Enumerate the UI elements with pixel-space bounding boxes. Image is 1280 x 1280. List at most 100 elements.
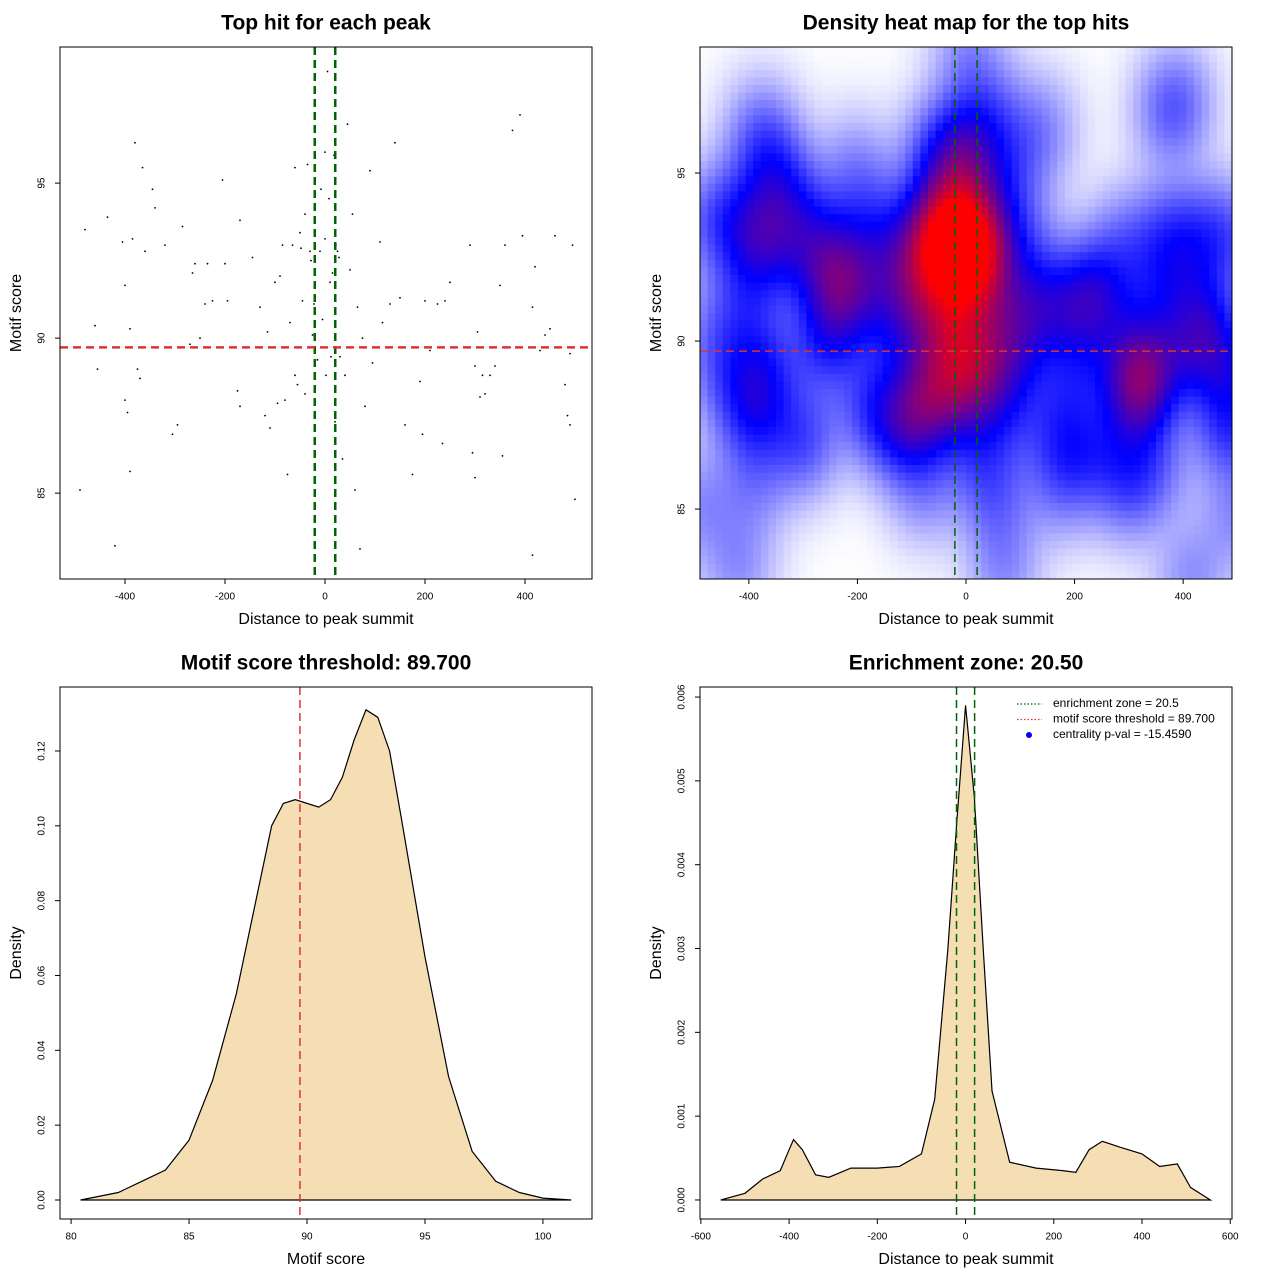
density-cell <box>829 548 838 557</box>
density-cell <box>867 419 876 428</box>
density-cell <box>867 176 876 185</box>
density-cell <box>973 237 982 246</box>
density-cell <box>1118 457 1127 466</box>
density-cell <box>1140 556 1149 565</box>
density-cell <box>1140 320 1149 329</box>
density-cell <box>1095 457 1104 466</box>
density-cell <box>821 434 830 443</box>
density-cell <box>950 533 959 542</box>
density-cell <box>821 548 830 557</box>
density-cell <box>1026 297 1035 306</box>
density-cell <box>958 449 967 458</box>
density-cell <box>897 115 906 124</box>
density-cell <box>912 237 921 246</box>
density-cell <box>1118 62 1127 71</box>
density-cell <box>1064 541 1073 550</box>
density-cell <box>715 206 724 215</box>
density-cell <box>1125 199 1134 208</box>
density-cell <box>1140 69 1149 78</box>
density-cell <box>791 191 800 200</box>
density-cell <box>1004 77 1013 86</box>
density-cell <box>722 396 731 405</box>
density-cell <box>859 100 868 109</box>
density-cell <box>996 244 1005 253</box>
density-cell <box>1064 381 1073 390</box>
density-cell <box>1156 465 1165 474</box>
density-cell <box>1110 244 1119 253</box>
density-cell <box>935 563 944 572</box>
density-cell <box>1064 199 1073 208</box>
density-cell <box>791 153 800 162</box>
density-cell <box>859 358 868 367</box>
point <box>436 303 439 305</box>
density-cell <box>1186 533 1195 542</box>
density-cell <box>981 145 990 154</box>
density-cell <box>882 449 891 458</box>
density-cell <box>1011 47 1020 56</box>
density-cell <box>1216 465 1225 474</box>
density-cell <box>1186 290 1195 299</box>
density-cell <box>1118 191 1127 200</box>
density-cell <box>1064 54 1073 63</box>
density-cell <box>798 442 807 451</box>
density-cell <box>928 221 937 230</box>
density-cell <box>1171 434 1180 443</box>
density-cell <box>1072 381 1081 390</box>
density-cell <box>707 229 716 238</box>
density-cell <box>905 297 914 306</box>
density-cell <box>867 130 876 139</box>
density-cell <box>1156 130 1165 139</box>
density-cell <box>1110 237 1119 246</box>
density-cell <box>890 404 899 413</box>
density-cell <box>1140 427 1149 436</box>
density-cell <box>912 206 921 215</box>
density-cell <box>966 282 975 291</box>
density-cell <box>1072 183 1081 192</box>
density-cell <box>1110 168 1119 177</box>
density-cell <box>844 282 853 291</box>
density-cell <box>700 259 709 268</box>
density-cell <box>745 161 754 170</box>
density-cell <box>753 563 762 572</box>
density-cell <box>920 168 929 177</box>
density-cell <box>874 442 883 451</box>
density-cell <box>745 282 754 291</box>
density-cell <box>958 62 967 71</box>
density-cell <box>745 472 754 481</box>
point <box>554 234 556 237</box>
density-cell <box>776 518 785 527</box>
density-cell <box>996 161 1005 170</box>
density-cell <box>1148 183 1157 192</box>
density-cell <box>935 161 944 170</box>
density-cell <box>981 389 990 398</box>
density-cell <box>1080 510 1089 519</box>
density-cell <box>745 153 754 162</box>
point <box>441 442 444 445</box>
density-cell <box>1011 229 1020 238</box>
density-cell <box>1072 107 1081 116</box>
density-cell <box>852 161 861 170</box>
density-cell <box>1194 282 1203 291</box>
density-cell <box>1178 115 1187 124</box>
density-cell <box>821 404 830 413</box>
density-cell <box>920 313 929 322</box>
density-cell <box>950 130 959 139</box>
density-cell <box>882 480 891 489</box>
density-cell <box>1201 442 1210 451</box>
density-cell <box>912 290 921 299</box>
density-cell <box>996 313 1005 322</box>
density-cell <box>829 267 838 276</box>
density-cell <box>1194 548 1203 557</box>
density-cell <box>1118 275 1127 284</box>
density-cell <box>836 214 845 223</box>
density-cell <box>988 191 997 200</box>
density-cell <box>738 563 747 572</box>
density-cell <box>1019 495 1028 504</box>
density-cell <box>988 259 997 268</box>
density-cell <box>1148 85 1157 94</box>
density-cell <box>958 214 967 223</box>
density-cell <box>1087 389 1096 398</box>
density-cell <box>928 381 937 390</box>
density-cell <box>897 62 906 71</box>
density-cell <box>981 244 990 253</box>
